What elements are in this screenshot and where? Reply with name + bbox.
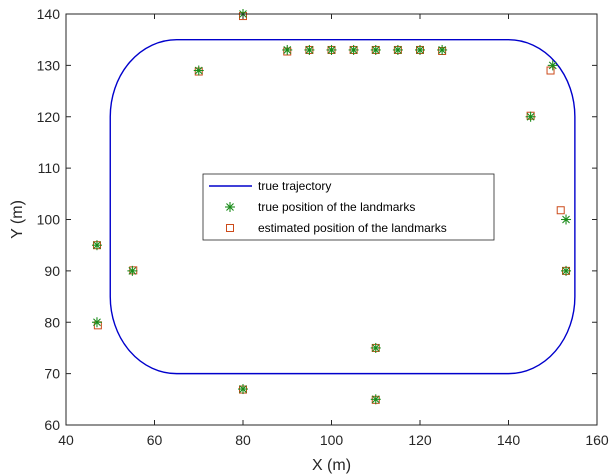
true-landmark-point [282, 44, 293, 55]
x-tick-label: 40 [58, 432, 74, 448]
x-tick-label: 120 [408, 432, 432, 448]
legend-label-true-landmarks: true position of the landmarks [258, 200, 415, 214]
true-landmark-point [415, 44, 425, 55]
y-tick-label: 70 [44, 366, 60, 382]
true-landmark-point [348, 44, 359, 55]
true-landmark-point [547, 60, 558, 71]
true-landmark-point [238, 384, 248, 395]
legend-asterisk-stroke [225, 202, 235, 212]
plot-content [91, 9, 576, 405]
true-landmark-point [127, 265, 138, 276]
x-tick-label: 100 [320, 432, 344, 448]
y-tick-label: 110 [38, 160, 61, 176]
y-axis-ticks: 60 70 80 90 100 110 120 130 140 [37, 6, 597, 433]
true-landmark-point [561, 265, 572, 276]
legend-label-estimated-landmarks: estimated position of the landmarks [258, 221, 447, 235]
y-tick-label: 100 [37, 212, 61, 228]
y-tick-label: 60 [44, 417, 60, 433]
x-tick-label: 160 [585, 432, 609, 448]
true-landmark-point [326, 44, 337, 55]
x-axis-ticks: 40 60 80 100 120 140 160 [58, 14, 609, 448]
true-landmark-point [91, 240, 102, 251]
x-tick-label: 80 [235, 432, 251, 448]
true-landmark-point [370, 394, 381, 405]
x-tick-label: 60 [147, 432, 163, 448]
y-axis-label: Y (m) [9, 200, 26, 239]
legend-square-marker [226, 224, 234, 232]
legend-asterisk-marker [225, 202, 235, 212]
y-tick-label: 120 [37, 109, 61, 125]
true-landmark-point [370, 342, 381, 353]
y-tick-label: 140 [37, 6, 61, 22]
true-landmark-point [304, 44, 315, 55]
true-landmark-point [437, 44, 448, 55]
true-landmark-point [370, 44, 381, 55]
legend: true trajectory true position of the lan… [202, 173, 495, 241]
legend-label-trajectory: true trajectory [258, 179, 331, 193]
x-tick-label: 140 [497, 432, 521, 448]
true-landmark-point [392, 44, 403, 55]
y-tick-label: 90 [44, 263, 60, 279]
estimated-landmark-point [556, 206, 565, 215]
true-landmark-point [193, 65, 204, 76]
y-tick-label: 80 [44, 314, 60, 330]
y-tick-label: 130 [37, 57, 61, 73]
true-landmark-point [91, 317, 102, 328]
trajectory-line [109, 38, 576, 375]
true-landmark-point [525, 111, 536, 122]
legend-box [202, 173, 495, 241]
true-landmark-point [561, 214, 572, 225]
x-axis-label: X (m) [312, 457, 351, 474]
